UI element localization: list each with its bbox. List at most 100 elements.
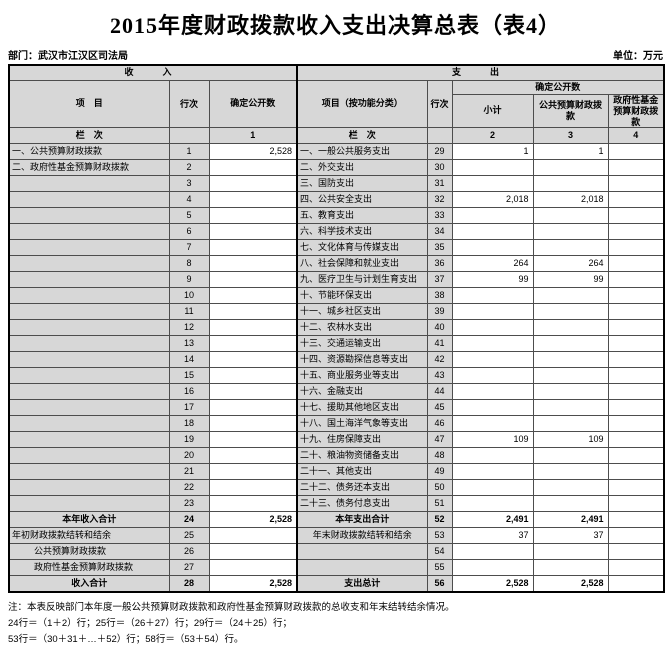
income-item-label (8, 351, 170, 369)
table-row: 5 五、教育支出 33 (8, 207, 665, 225)
income-amount-cell (208, 543, 298, 561)
income-amount-cell: 2,528 (208, 575, 298, 593)
expense-gov-fund-cell (607, 255, 665, 273)
expense-public-budget-cell (532, 495, 609, 513)
table-row: 16 十六、金融支出 44 (8, 383, 665, 401)
income-amount-cell (208, 415, 298, 433)
expense-row-number: 39 (426, 303, 453, 321)
income-row-number: 4 (168, 191, 210, 209)
expense-public-budget-cell: 109 (532, 431, 609, 449)
expense-row-number: 45 (426, 399, 453, 417)
income-item-label (8, 431, 170, 449)
expense-gov-fund-cell (607, 527, 665, 545)
expense-public-budget-cell (532, 479, 609, 497)
expense-index-4: 4 (607, 127, 665, 145)
footnotes: 注：本表反映部门本年度一般公共预算财政拨款和政府性基金预算财政拨款的总收支和年末… (8, 600, 663, 648)
sub-header-row: 小计 公共预算财政拨款 政府性基金预算财政拨款 (9, 93, 665, 129)
income-row-number: 12 (168, 319, 210, 337)
income-row-number: 19 (168, 431, 210, 449)
income-row-number: 15 (168, 367, 210, 385)
income-row-number: 6 (168, 223, 210, 241)
expense-public-budget-cell (532, 223, 609, 241)
expense-item-label: 十四、资源勘探信息等支出 (296, 351, 428, 369)
expense-gov-fund-cell (607, 399, 665, 417)
income-item-label (8, 447, 170, 465)
income-amount-cell (208, 559, 298, 577)
expense-gov-fund-cell (607, 495, 665, 513)
income-amount-cell: 2,528 (208, 143, 298, 161)
expense-row-number: 55 (426, 559, 453, 577)
subtotal-header: 小计 (451, 93, 534, 129)
expense-item-label: 二十一、其他支出 (296, 463, 428, 481)
income-row-number: 1 (168, 143, 210, 161)
expense-public-budget-cell (532, 367, 609, 385)
income-item-label: 二、政府性基金预算财政拨款 (8, 159, 170, 177)
income-amount-cell (208, 175, 298, 193)
expense-subtotal-cell (451, 207, 534, 225)
expense-row-number: 41 (426, 335, 453, 353)
income-section-header: 收 入 (8, 64, 298, 81)
income-amount-cell (208, 319, 298, 337)
expense-subtotal-cell (451, 543, 534, 561)
table-row: 21 二十一、其他支出 49 (8, 463, 665, 481)
expense-subtotal-cell: 2,018 (451, 191, 534, 209)
table-row: 20 二十、粮油物资储备支出 48 (8, 447, 665, 465)
income-amount-cell (208, 303, 298, 321)
footnote-line: 24行＝（1＋2）行；25行＝（26＋27）行；29行＝（24＋25）行； (8, 618, 293, 630)
expense-public-budget-cell (532, 175, 609, 193)
income-item-label: 年初财政拨款结转和结余 (8, 527, 170, 545)
table-row: 23 二十三、债务付息支出 51 (8, 495, 665, 513)
page-title: 2015年度财政拨款收入支出决算总表（表4） (109, 13, 561, 38)
expense-subtotal-cell (451, 479, 534, 497)
public-budget-header: 公共预算财政拨款 (532, 93, 609, 129)
expense-item-label: 十二、农林水支出 (296, 319, 428, 337)
expense-gov-fund-cell (607, 287, 665, 305)
expense-subtotal-cell (451, 447, 534, 465)
income-index-1: 1 (208, 127, 298, 145)
income-amount-cell (208, 335, 298, 353)
expense-item-label: 六、科学技术支出 (296, 223, 428, 241)
expense-gov-fund-cell (607, 463, 665, 481)
expense-subtotal-cell: 1 (451, 143, 534, 161)
expense-item-label: 二、外交支出 (296, 159, 428, 177)
report-page: 2015年度财政拨款收入支出决算总表（表4） 部门：武汉市江汉区司法局 单位：万… (0, 8, 671, 648)
section-header-row: 收 入 支 出 (8, 64, 665, 81)
table-row: 收入合计 28 2,528 支出总计 56 2,528 2,528 (8, 575, 665, 593)
income-row-number: 7 (168, 239, 210, 257)
expense-gov-fund-cell (607, 351, 665, 369)
income-item-label: 一、公共预算财政拨款 (8, 143, 170, 161)
table-row: 4 四、公共安全支出 32 2,018 2,018 (8, 191, 665, 209)
expense-amount-header: 确定公开数 (451, 80, 665, 95)
expense-item-label: 十六、金融支出 (296, 383, 428, 401)
income-row-number: 5 (168, 207, 210, 225)
income-row-number: 17 (168, 399, 210, 417)
income-line-header: 行次 (168, 79, 210, 129)
unit-label: 单位：万元 (613, 51, 663, 62)
income-amount-cell (208, 527, 298, 545)
table-row: 14 十四、资源勘探信息等支出 42 (8, 351, 665, 369)
column-index-row: 栏 次 1 栏 次 2 3 4 (8, 127, 665, 145)
income-row-number: 14 (168, 351, 210, 369)
expense-subtotal-cell (451, 495, 534, 513)
expense-subtotal-cell (451, 239, 534, 257)
expense-public-budget-cell: 2,528 (532, 575, 609, 593)
income-amount-cell (208, 383, 298, 401)
expense-item-label: 十五、商业服务业等支出 (296, 367, 428, 385)
income-item-label: 政府性基金预算财政拨款 (8, 559, 170, 577)
expense-public-budget-cell (532, 287, 609, 305)
expense-public-budget-cell: 264 (532, 255, 609, 273)
expense-item-label: 十、节能环保支出 (296, 287, 428, 305)
income-item-label (8, 479, 170, 497)
expense-public-budget-cell: 2,018 (532, 191, 609, 209)
table-row: 一、公共预算财政拨款 1 2,528 一、一般公共服务支出 29 1 1 (8, 143, 665, 161)
expense-public-budget-cell (532, 399, 609, 417)
expense-item-label: 本年支出合计 (296, 511, 428, 529)
expense-item-label: 二十二、债务还本支出 (296, 479, 428, 497)
expense-gov-fund-cell (607, 143, 665, 161)
income-row-number: 20 (168, 447, 210, 465)
expense-row-number: 35 (426, 239, 453, 257)
footnote-line: 53行＝（30＋31＋…＋52）行；58行＝（53＋54）行。 (8, 634, 244, 646)
expense-public-budget-cell (532, 335, 609, 353)
income-amount-cell (208, 479, 298, 497)
expense-gov-fund-cell (607, 191, 665, 209)
